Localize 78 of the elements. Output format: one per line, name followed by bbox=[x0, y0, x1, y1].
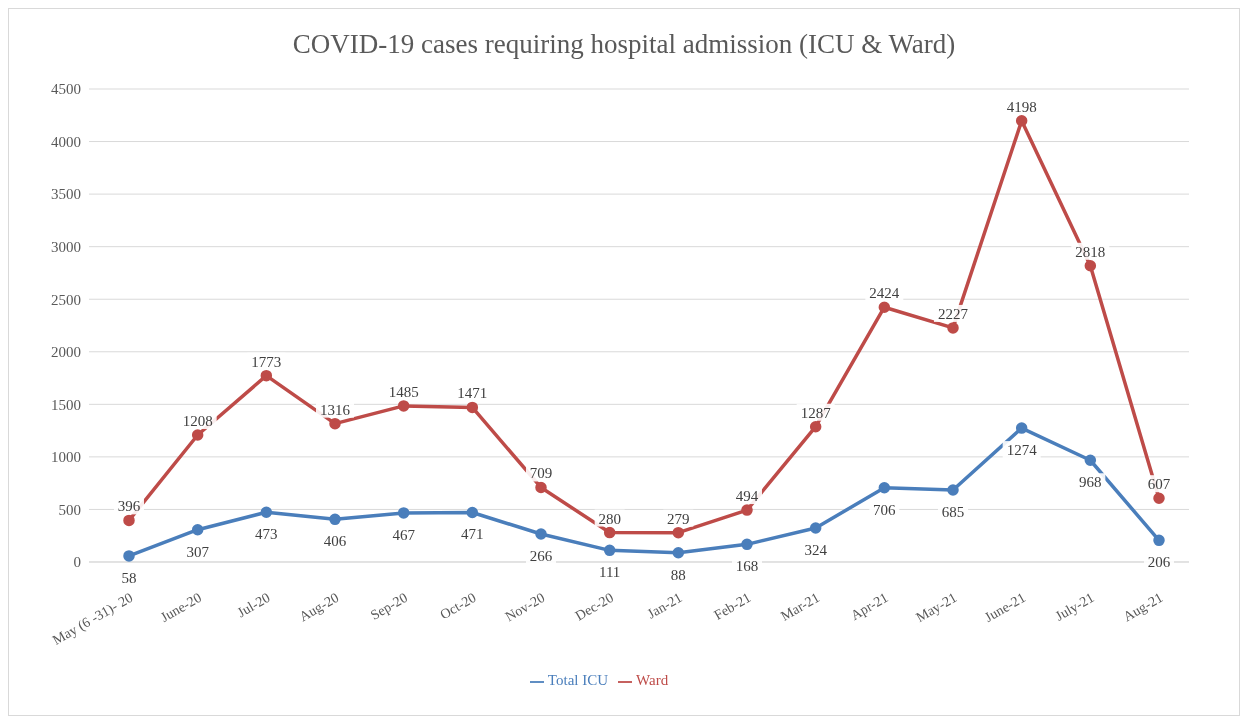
data-label: 706 bbox=[873, 501, 897, 518]
point bbox=[878, 482, 891, 494]
point bbox=[123, 514, 135, 527]
point bbox=[741, 538, 753, 551]
point bbox=[397, 400, 410, 412]
point bbox=[1153, 534, 1165, 547]
point bbox=[741, 504, 753, 516]
y-tick-label: 2000 bbox=[51, 344, 81, 361]
point bbox=[329, 417, 341, 430]
legend-label: Ward bbox=[636, 672, 669, 688]
data-label: 88 bbox=[670, 566, 686, 583]
data-label: 58 bbox=[121, 569, 137, 586]
legend-label: Total ICU bbox=[547, 672, 609, 688]
point bbox=[535, 528, 547, 540]
data-label: 709 bbox=[529, 465, 553, 482]
data-label: 324 bbox=[804, 541, 828, 558]
point bbox=[1153, 492, 1165, 504]
y-tick-label: 3000 bbox=[51, 238, 81, 255]
y-tick-label: 1000 bbox=[51, 449, 81, 466]
data-label: 168 bbox=[735, 558, 759, 575]
y-tick-label: 2500 bbox=[51, 291, 81, 308]
point bbox=[466, 401, 479, 414]
data-label: 471 bbox=[461, 526, 484, 543]
data-label: 607 bbox=[1147, 476, 1171, 493]
data-label: 111 bbox=[598, 564, 621, 581]
data-label: 1208 bbox=[182, 413, 213, 430]
y-tick-label: 3500 bbox=[51, 186, 81, 203]
point bbox=[947, 484, 959, 496]
data-label: 1485 bbox=[388, 383, 419, 400]
data-label: 2818 bbox=[1075, 243, 1106, 260]
data-label: 467 bbox=[392, 526, 416, 543]
point bbox=[672, 526, 685, 539]
point bbox=[260, 369, 273, 382]
y-tick-label: 1500 bbox=[51, 396, 81, 413]
data-label: 2227 bbox=[938, 305, 969, 322]
data-label: 396 bbox=[117, 498, 141, 515]
point bbox=[191, 429, 204, 441]
data-label: 1773 bbox=[251, 353, 282, 370]
point bbox=[603, 526, 616, 539]
data-label: 1287 bbox=[800, 404, 832, 421]
x-tick-label: May (6 -31)- 20 bbox=[50, 589, 136, 649]
data-label: 1274 bbox=[1006, 442, 1038, 459]
y-tick-label: 4000 bbox=[51, 133, 81, 150]
point bbox=[397, 507, 410, 519]
point bbox=[603, 544, 616, 557]
point bbox=[260, 506, 273, 519]
point bbox=[191, 523, 204, 536]
data-label: 307 bbox=[186, 543, 210, 560]
data-label: 2424 bbox=[869, 285, 900, 302]
data-label: 280 bbox=[598, 510, 621, 527]
data-label: 473 bbox=[255, 526, 278, 543]
point bbox=[123, 550, 135, 562]
point bbox=[1084, 260, 1097, 272]
data-label: 1471 bbox=[457, 385, 488, 402]
data-label: 206 bbox=[1147, 554, 1171, 571]
y-tick-label: 4500 bbox=[51, 81, 81, 98]
data-label: 266 bbox=[529, 548, 553, 565]
point bbox=[878, 301, 891, 313]
data-label: 4198 bbox=[1006, 98, 1037, 115]
point bbox=[1084, 454, 1097, 466]
point bbox=[672, 547, 685, 559]
point bbox=[809, 420, 822, 433]
chart-title: COVID-19 cases requiring hospital admission (ICU & Ward) bbox=[291, 29, 957, 61]
y-tick-label: 0 bbox=[73, 554, 81, 571]
data-label: 1316 bbox=[320, 401, 351, 418]
y-tick-label: 500 bbox=[58, 501, 81, 518]
point bbox=[1015, 114, 1028, 127]
data-label: 406 bbox=[323, 533, 347, 550]
data-label: 968 bbox=[1079, 474, 1102, 491]
data-label: 279 bbox=[667, 510, 690, 527]
point bbox=[466, 506, 479, 519]
point bbox=[1015, 422, 1028, 434]
data-label: 494 bbox=[735, 488, 759, 505]
point bbox=[535, 481, 547, 494]
point bbox=[329, 513, 341, 526]
data-label: 685 bbox=[941, 504, 965, 520]
point bbox=[809, 522, 822, 534]
point bbox=[947, 322, 959, 334]
